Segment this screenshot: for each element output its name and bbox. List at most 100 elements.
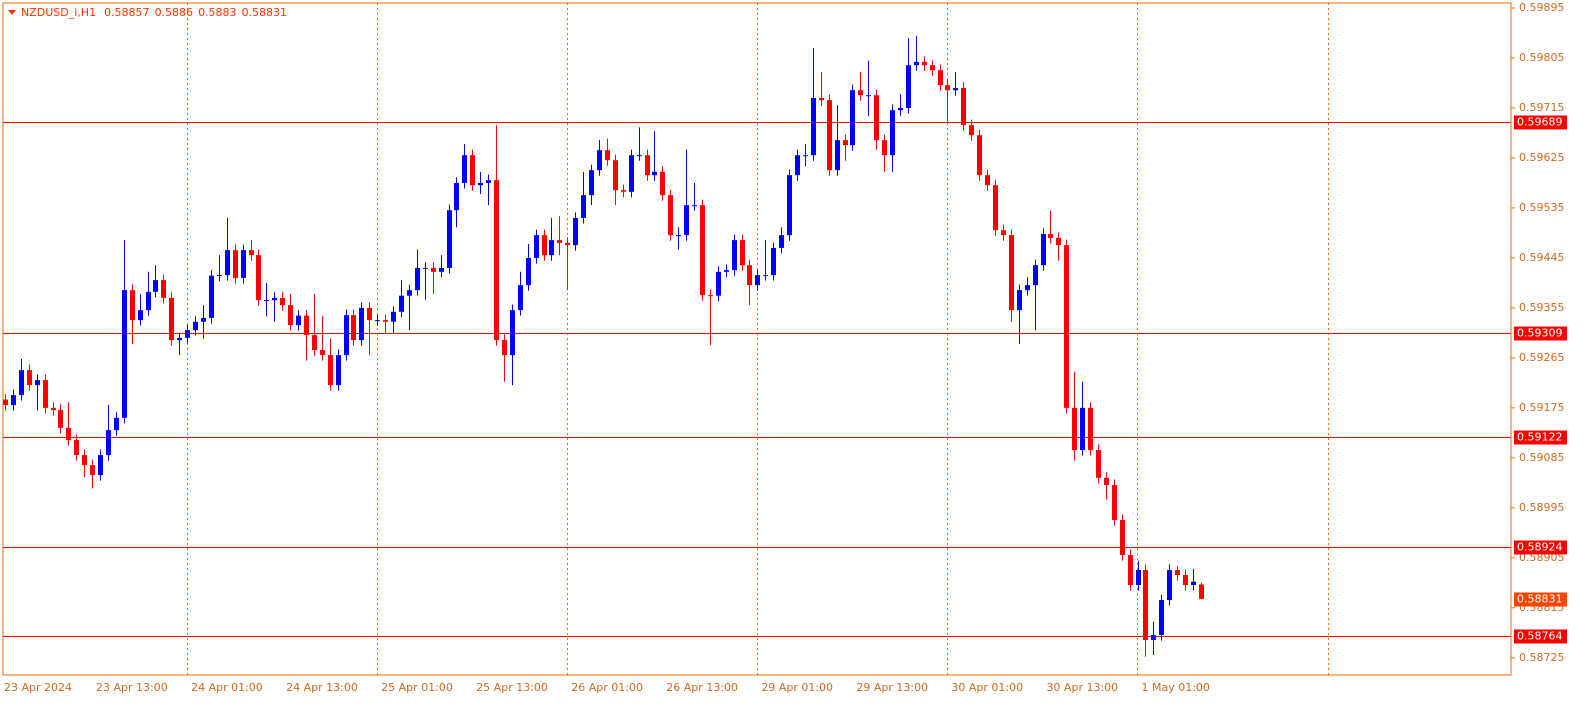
candle-body (138, 310, 143, 321)
candle-body (146, 291, 151, 311)
candle-body (882, 140, 887, 156)
candle-body (898, 107, 903, 111)
candle-body (549, 240, 554, 256)
chart-title: NZDUSD_i,H1 (21, 6, 96, 19)
candle-body (534, 235, 539, 258)
y-tick-label: 0.59265 (1519, 351, 1565, 364)
candle-body (779, 235, 784, 248)
candle-body (122, 290, 127, 418)
x-tick-label: 24 Apr 13:00 (286, 681, 358, 694)
candle-body (930, 65, 935, 71)
x-tick-label: 26 Apr 13:00 (666, 681, 738, 694)
candle-body (1175, 570, 1180, 576)
candle-body (225, 250, 230, 276)
candle-body (241, 250, 246, 278)
candle-body (668, 195, 673, 236)
candle-body (977, 135, 982, 176)
x-tick-label: 29 Apr 01:00 (761, 681, 833, 694)
candle-body (645, 155, 650, 176)
candle-body (1017, 290, 1022, 311)
x-tick-label: 26 Apr 01:00 (571, 681, 643, 694)
candle-body (1088, 407, 1093, 451)
candle-body (906, 65, 911, 108)
candle-body (407, 290, 412, 296)
candle-body (724, 270, 729, 272)
candle-body (98, 455, 103, 476)
candle-body (700, 205, 705, 296)
candle-body (82, 455, 87, 466)
candle-body (740, 240, 745, 266)
candle-body (35, 380, 40, 386)
candle-body (462, 155, 467, 183)
candle-body (1120, 520, 1125, 556)
candle-body (454, 182, 459, 211)
candle-body (993, 185, 998, 231)
candle-body (565, 242, 570, 246)
candle-body (1001, 230, 1006, 236)
candle-body (938, 70, 943, 86)
candle-body (652, 171, 657, 176)
candle-body (874, 95, 879, 141)
title-arrow (8, 10, 16, 15)
candle-body (391, 311, 396, 322)
candle-body (732, 240, 737, 271)
x-tick-label: 1 May 01:00 (1141, 681, 1209, 694)
candle-body (233, 250, 238, 278)
candle-body (130, 290, 135, 321)
candle-body (431, 267, 436, 272)
candle-body (922, 61, 927, 66)
candle-body (114, 417, 119, 431)
candle-body (811, 97, 816, 156)
candle-body (177, 337, 182, 341)
candle-body (692, 205, 697, 207)
candle-body (716, 271, 721, 296)
candle-body (747, 265, 752, 286)
level-label: 0.58924 (1517, 541, 1563, 554)
candle-body (1072, 407, 1077, 451)
candle-body (209, 275, 214, 318)
candle-body (478, 182, 483, 186)
candle-body (510, 310, 515, 356)
candle-body (795, 155, 800, 176)
x-tick-label: 23 Apr 2024 (4, 681, 72, 694)
candle-body (557, 240, 562, 243)
level-label-box (1514, 540, 1567, 555)
candle-body (74, 440, 79, 456)
candle-body (985, 175, 990, 186)
candle-body (1183, 575, 1188, 586)
candle-body (660, 171, 665, 196)
candle-body (344, 315, 349, 356)
y-tick-label: 0.59715 (1519, 101, 1565, 114)
candle-body (518, 285, 523, 311)
candle-body (961, 87, 966, 126)
candle-body (866, 95, 871, 97)
candle-body (161, 280, 166, 298)
candle-body (185, 330, 190, 338)
candle-body (256, 255, 261, 301)
candle-body (336, 355, 341, 386)
title-value: 0.58857 (104, 6, 150, 19)
candle-body (217, 275, 222, 277)
candle-body (542, 235, 547, 256)
candle-body (1080, 407, 1085, 451)
candle-body (288, 305, 293, 326)
candle-body (264, 300, 269, 302)
x-tick-label: 25 Apr 01:00 (381, 681, 453, 694)
candle-body (502, 340, 507, 356)
candle-body (106, 430, 111, 456)
level-label-box (1514, 326, 1567, 341)
candle-body (1136, 570, 1141, 586)
candle-body (296, 315, 301, 326)
candle-body (581, 195, 586, 218)
price-label: 0.58831 (1517, 593, 1563, 606)
candle-body (439, 267, 444, 272)
title-value: 0.58831 (242, 6, 288, 19)
level-label: 0.59689 (1517, 116, 1563, 129)
y-tick-label: 0.59175 (1519, 401, 1565, 414)
candle-body (43, 380, 48, 408)
candle-body (193, 321, 198, 331)
candle-body (415, 267, 420, 291)
